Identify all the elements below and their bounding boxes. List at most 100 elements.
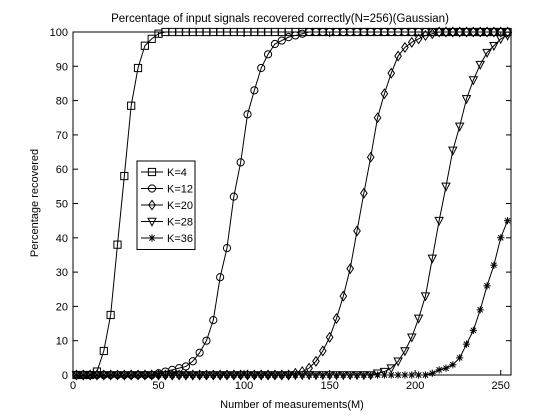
data-point [113,371,122,379]
data-point [503,217,512,225]
data-point [120,171,129,181]
data-point [106,310,115,320]
data-point [107,371,115,379]
data-point [120,371,128,379]
data-point [372,369,383,379]
legend-marker [147,167,157,177]
y-tick-label: 40 [56,233,68,245]
data-point [490,26,498,38]
data-point [387,67,396,79]
data-point [270,39,279,49]
data-point [189,371,197,379]
data-point [476,26,485,38]
data-point [339,371,347,379]
data-point [263,50,273,59]
x-tick-label: 50 [152,380,164,392]
data-point [257,63,266,73]
data-point [346,371,354,379]
y-tick-label: 70 [56,130,68,142]
data-point [257,371,265,379]
data-point [406,333,417,343]
data-point [461,95,472,105]
data-point [393,357,403,367]
data-point [264,371,272,379]
y-tick-label: 90 [56,61,68,73]
data-point [319,371,327,379]
data-point [420,292,431,302]
data-point [99,346,108,356]
data-point [428,369,436,377]
data-point [271,371,279,379]
y-tick-label: 10 [56,336,68,348]
y-tick-label: 20 [56,301,68,313]
data-point [113,240,122,249]
x-tick-label: 0 [70,380,76,392]
data-point [502,31,513,41]
data-point [483,282,491,290]
data-point [140,41,149,50]
data-point [373,112,382,124]
data-point [360,187,368,199]
legend-label: K=36 [167,233,193,245]
x-axis-label: Number of measurements(M) [220,399,364,411]
data-point [182,371,190,379]
data-point [230,371,238,379]
y-tick-label: 80 [56,96,68,108]
data-point [353,371,361,379]
data-point [278,371,286,379]
data-point [434,216,444,227]
data-point [394,50,402,62]
data-point [462,340,471,348]
data-point [476,306,484,314]
data-point [414,33,423,45]
data-point [462,26,471,38]
data-point [469,26,478,38]
data-point [216,273,225,282]
data-point [379,367,390,377]
data-point [196,371,204,379]
data-point [243,371,252,379]
data-point [305,371,313,379]
data-point [216,371,224,379]
data-point [469,326,477,335]
x-tick-label: 250 [492,380,510,392]
data-point [229,192,238,201]
data-point [312,371,320,379]
data-point [154,371,163,379]
data-point [332,371,341,379]
data-point [353,225,361,237]
data-point [387,371,395,379]
data-point [148,371,156,379]
data-point [366,151,375,163]
data-point [386,364,397,374]
data-point [483,26,491,38]
data-point [415,371,423,379]
data-point [455,26,464,38]
data-point [413,314,424,324]
data-point [250,371,258,379]
data-point [394,371,402,379]
series-k-36 [72,217,512,379]
data-point [325,331,334,343]
data-point [72,371,81,379]
y-tick-label: 0 [62,370,68,382]
data-point [339,290,348,302]
y-axis-label: Percentage recovered [29,149,41,257]
legend-marker [148,199,156,211]
legend-marker [147,217,157,227]
data-point [442,364,450,372]
data-point [400,347,410,357]
data-point [503,26,512,38]
data-point [428,28,437,40]
data-point [346,263,355,275]
data-point [209,316,218,325]
data-point [401,41,409,53]
legend-label: K=4 [167,167,187,179]
data-point [209,371,217,379]
data-point [195,348,204,357]
legend-label: K=28 [167,217,193,229]
data-point [243,110,252,119]
data-point [175,371,183,379]
data-point [448,26,457,38]
legend: K=4 K=12 K=20 K=28 K=36 [136,160,196,250]
